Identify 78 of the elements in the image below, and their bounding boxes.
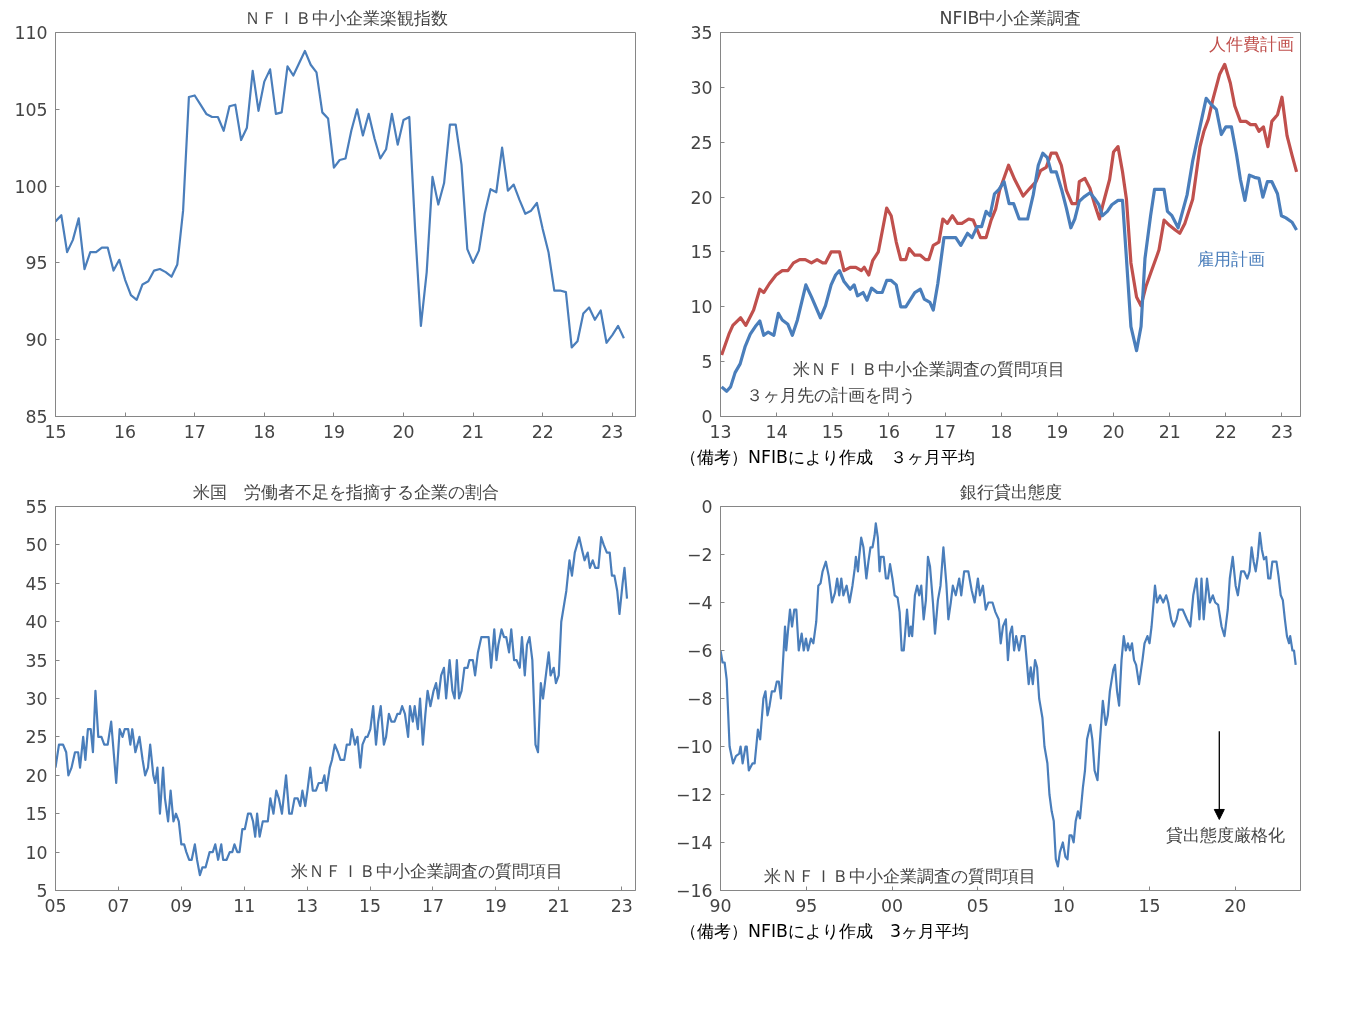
x-tick-label: 19 <box>322 421 345 442</box>
text: （備考）NFIBにより作成 3ヶ月平均 <box>680 920 969 943</box>
annotation: 貸出態度厳格化 <box>1165 824 1285 845</box>
y-tick-label: −2 <box>686 545 713 565</box>
x-tick-label: 15 <box>359 895 382 916</box>
x-tick-label: 09 <box>170 895 193 916</box>
chart-title: 米国 労働者不足を指摘する企業の割合 <box>192 481 499 502</box>
y-tick-label: 15 <box>690 242 713 263</box>
y-tick-label: −8 <box>686 689 713 709</box>
x-tick-label: 13 <box>709 421 732 442</box>
y-tick-label: 95 <box>25 253 48 274</box>
y-tick-label: 10 <box>25 842 48 863</box>
y-tick-label: 110 <box>14 23 48 43</box>
y-tick-label: −12 <box>675 785 713 805</box>
y-tick-label: 25 <box>690 132 713 153</box>
x-tick-label: 16 <box>877 421 900 442</box>
x-tick-label: 07 <box>107 895 130 916</box>
y-tick-label: 90 <box>25 330 48 351</box>
x-tick-label: 00 <box>881 895 904 916</box>
y-tick-label: 20 <box>690 187 713 208</box>
chart-title: 銀行貸出態度 <box>959 481 1062 502</box>
x-tick-label: 22 <box>1214 421 1237 442</box>
x-tick-label: 19 <box>1046 421 1069 442</box>
y-tick-label: 35 <box>25 650 48 671</box>
y-tick-label: 30 <box>25 689 48 709</box>
x-tick-label: 05 <box>966 895 989 916</box>
y-tick-label: 45 <box>25 573 48 594</box>
x-tick-label: 14 <box>765 421 788 442</box>
y-tick-label: 0 <box>701 497 713 517</box>
x-tick-label: 17 <box>934 421 957 442</box>
x-tick-label: 18 <box>253 421 276 442</box>
x-tick-label: 11 <box>233 895 256 916</box>
x-tick-label: 10 <box>1052 895 1075 916</box>
x-tick-label: 18 <box>990 421 1013 442</box>
y-tick-label: 100 <box>14 176 48 197</box>
y-tick-label: −6 <box>686 641 713 661</box>
y-tick-label: 35 <box>690 23 713 43</box>
x-tick-label: 20 <box>392 421 415 442</box>
y-tick-label: 50 <box>25 535 48 556</box>
y-tick-label: 5 <box>701 352 713 373</box>
x-tick-label: 13 <box>296 895 319 916</box>
x-tick-label: 21 <box>462 421 485 442</box>
y-tick-label: −14 <box>675 833 713 853</box>
y-tick-label: 20 <box>25 765 48 786</box>
x-tick-label: 15 <box>1138 895 1161 916</box>
y-tick-label: 105 <box>14 99 48 120</box>
chart-title: NFIB中小企業調査 <box>939 7 1082 28</box>
chart-title: ＮＦＩＢ中小企業楽観指数 <box>243 7 448 28</box>
x-tick-label: 23 <box>601 421 624 442</box>
x-tick-label: 23 <box>610 895 633 916</box>
x-tick-label: 21 <box>1158 421 1181 442</box>
x-tick-label: 20 <box>1224 895 1247 916</box>
y-tick-label: 40 <box>25 612 48 633</box>
y-tick-label: −4 <box>686 593 713 613</box>
x-tick-label: 20 <box>1102 421 1125 442</box>
y-tick-label: −10 <box>675 737 713 757</box>
y-tick-label: 10 <box>690 297 713 318</box>
x-tick-label: 19 <box>484 895 507 916</box>
x-tick-label: 23 <box>1270 421 1294 442</box>
annotation: ３ヶ月先の計画を問う <box>745 385 916 406</box>
text: （備考）NFIBにより作成 ３ヶ月平均 <box>680 446 975 469</box>
x-tick-label: 95 <box>795 895 818 916</box>
x-tick-label: 21 <box>547 895 570 916</box>
annotation: 米ＮＦＩＢ中小企業調査の質問項目 <box>290 861 563 882</box>
y-tick-label: 25 <box>25 727 48 748</box>
series-label: 雇用計画 <box>1196 249 1265 270</box>
x-tick-label: 22 <box>531 421 554 442</box>
x-tick-label: 17 <box>183 421 206 442</box>
annotation: 米ＮＦＩＢ中小企業調査の質問項目 <box>793 358 1066 379</box>
annotation: 米ＮＦＩＢ中小企業調査の質問項目 <box>764 866 1037 887</box>
series-label: 人件費計画 <box>1208 34 1294 55</box>
x-tick-label: 15 <box>821 421 844 442</box>
x-tick-label: 16 <box>114 421 137 442</box>
x-tick-label: 17 <box>421 895 444 916</box>
y-tick-label: 30 <box>690 77 713 98</box>
x-tick-label: 15 <box>44 421 67 442</box>
y-tick-label: 55 <box>25 497 48 517</box>
y-tick-label: 15 <box>25 804 48 825</box>
